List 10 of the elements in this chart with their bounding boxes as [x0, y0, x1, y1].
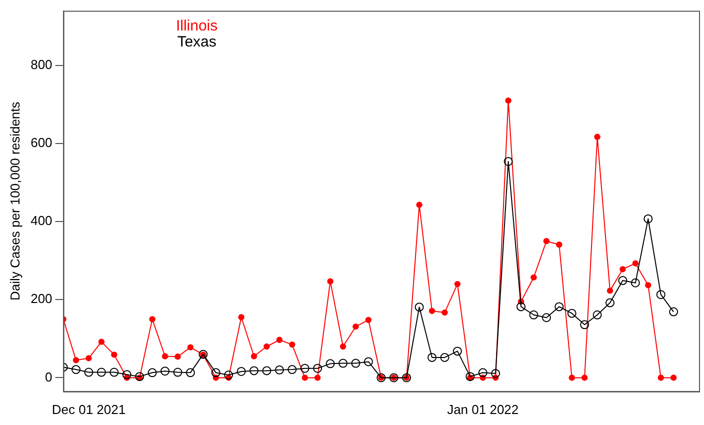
y-tick-label: 400: [30, 213, 52, 228]
y-tick-label: 800: [30, 57, 52, 72]
x-tick-label: Jan 01 2022: [447, 402, 519, 417]
text: Texas: [177, 33, 216, 50]
y-tick-label: 200: [30, 291, 52, 306]
y-axis-title: Daily Cases per 100,000 residents: [7, 101, 22, 300]
text: Illinois: [176, 17, 218, 34]
y-tick-label: 0: [45, 369, 52, 384]
x-tick-label: Dec 01 2021: [52, 402, 126, 417]
y-tick-label: 600: [30, 135, 52, 150]
